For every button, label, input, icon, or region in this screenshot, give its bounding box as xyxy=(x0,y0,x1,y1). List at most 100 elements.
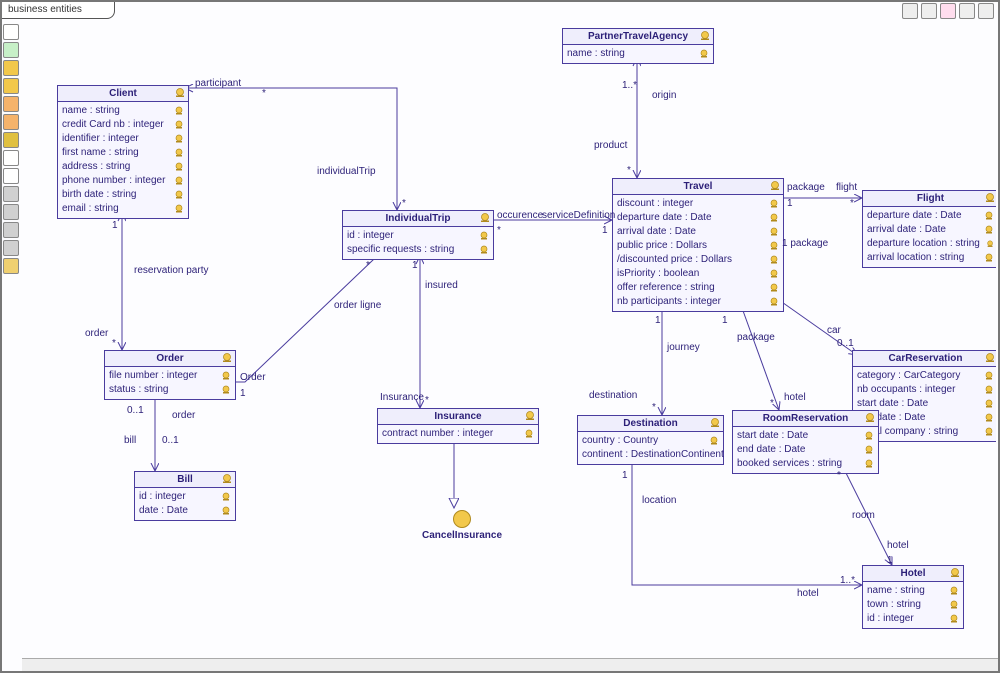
attr-icon xyxy=(174,134,184,144)
class-icon xyxy=(864,413,876,423)
palette-tool-5[interactable] xyxy=(3,114,19,130)
palette-tool-4[interactable] xyxy=(3,96,19,112)
entity-partnertravelagency[interactable]: PartnerTravelAgencyname : string xyxy=(562,28,714,64)
edge-label: 0..1 xyxy=(162,435,179,446)
palette-tool-7[interactable] xyxy=(3,150,19,166)
palette-tool-0[interactable] xyxy=(3,24,19,40)
entity-bill[interactable]: Billid : integerdate : Date xyxy=(134,471,236,521)
palette-tool-12[interactable] xyxy=(3,240,19,256)
entity-header: PartnerTravelAgency xyxy=(563,29,713,45)
cancel-insurance-label: CancelInsurance xyxy=(422,530,502,541)
tool-save-icon[interactable] xyxy=(959,3,975,19)
tool-align-icon[interactable] xyxy=(921,3,937,19)
edge-label: 1 package xyxy=(782,238,828,249)
class-icon xyxy=(699,31,711,41)
palette-tool-3[interactable] xyxy=(3,78,19,94)
attribute-row: name : string xyxy=(867,584,959,598)
entity-header: Client xyxy=(58,86,188,102)
h-scrollbar[interactable] xyxy=(22,658,998,671)
entity-flight[interactable]: Flightdeparture date : Datearrival date … xyxy=(862,190,996,268)
entity-insurance[interactable]: Insurance contract number : integer xyxy=(377,408,539,444)
attribute-row: contract number : integer xyxy=(382,427,534,441)
palette-tool-10[interactable] xyxy=(3,204,19,220)
attribute-row: departure date : Date xyxy=(617,211,779,225)
class-icon xyxy=(524,411,536,421)
attribute-row: status : string xyxy=(109,383,231,397)
attr-icon xyxy=(984,427,994,437)
palette-tool-6[interactable] xyxy=(3,132,19,148)
entity-client[interactable]: Clientname : stringcredit Card nb : inte… xyxy=(57,85,189,219)
edge-label: * xyxy=(425,395,429,406)
palette-tool-11[interactable] xyxy=(3,222,19,238)
edge-label: 1 xyxy=(622,470,628,481)
attr-icon xyxy=(174,204,184,214)
tool-copy-icon[interactable] xyxy=(978,3,994,19)
class-icon xyxy=(984,353,996,363)
edge-label: hotel xyxy=(797,588,819,599)
attribute-row: departure date : Date xyxy=(867,209,994,223)
palette-tool-8[interactable] xyxy=(3,168,19,184)
palette-tool-13[interactable] xyxy=(3,258,19,274)
attr-icon xyxy=(709,436,719,446)
entity-order[interactable]: Orderfile number : integerstatus : strin… xyxy=(104,350,236,400)
canvas[interactable]: Clientname : stringcredit Card nb : inte… xyxy=(22,20,996,669)
edge-label: * xyxy=(770,398,774,409)
diagram-frame: business entities xyxy=(0,0,1000,673)
edge-label: destination xyxy=(589,390,637,401)
attr-icon xyxy=(174,190,184,200)
edge-label: flight xyxy=(836,182,857,193)
attr-icon xyxy=(769,213,779,223)
class-icon xyxy=(709,418,721,428)
attr-icon xyxy=(699,49,709,59)
edge-label: 1 xyxy=(240,388,246,399)
edge-label: hotel xyxy=(887,540,909,551)
attribute-row: isPriority : boolean xyxy=(617,267,779,281)
entity-individualtrip[interactable]: IndividualTripid : integerspecific reque… xyxy=(342,210,494,260)
attribute-row: id : integer xyxy=(867,612,959,626)
edge-label: * xyxy=(402,198,406,209)
tab-title[interactable]: business entities xyxy=(2,2,115,19)
attribute-row: file number : integer xyxy=(109,369,231,383)
entity-header: Destination xyxy=(578,416,723,432)
attribute-row: nb participants : integer xyxy=(617,295,779,309)
attr-icon xyxy=(949,600,959,610)
attribute-row: id : integer xyxy=(139,490,231,504)
attribute-row: first name : string xyxy=(62,146,184,160)
entity-header: RoomReservation xyxy=(733,411,878,427)
class-icon xyxy=(221,474,233,484)
palette-tool-9[interactable] xyxy=(3,186,19,202)
cancel-insurance-node[interactable]: CancelInsurance xyxy=(422,510,502,541)
edge-label: order xyxy=(85,328,108,339)
palette-tool-1[interactable] xyxy=(3,42,19,58)
tool-grid-icon[interactable] xyxy=(902,3,918,19)
edge-label: serviceDefinition xyxy=(542,210,615,221)
attr-icon xyxy=(769,269,779,279)
entity-travel[interactable]: Traveldiscount : integerdeparture date :… xyxy=(612,178,784,312)
tool-edit-icon[interactable] xyxy=(940,3,956,19)
entity-roomreservation[interactable]: RoomReservationstart date : Dateend date… xyxy=(732,410,879,474)
attribute-row: offer reference : string xyxy=(617,281,779,295)
attr-icon xyxy=(221,371,231,381)
attribute-row: town : string xyxy=(867,598,959,612)
edge-label: * xyxy=(497,225,501,236)
entity-header: Insurance xyxy=(378,409,538,425)
attr-icon xyxy=(984,385,994,395)
attribute-row: continent : DestinationContinent xyxy=(582,448,719,462)
edge-label: package xyxy=(737,332,775,343)
entity-header: Bill xyxy=(135,472,235,488)
attribute-row: arrival location : string xyxy=(867,251,994,265)
class-icon xyxy=(984,193,996,203)
edge-label: * xyxy=(652,402,656,413)
entity-destination[interactable]: Destinationcountry : Countrycontinent : … xyxy=(577,415,724,465)
toolbar-left xyxy=(2,22,22,276)
attr-icon xyxy=(174,106,184,116)
edge-label: car xyxy=(827,325,841,336)
attribute-row: category : CarCategory xyxy=(857,369,994,383)
attr-icon xyxy=(986,239,994,249)
edge-label: product xyxy=(594,140,627,151)
entity-hotel[interactable]: Hotelname : stringtown : stringid : inte… xyxy=(862,565,964,629)
attr-icon xyxy=(984,253,994,263)
palette-tool-2[interactable] xyxy=(3,60,19,76)
edge-label: Order xyxy=(240,372,266,383)
edge-label: 1 xyxy=(655,315,661,326)
